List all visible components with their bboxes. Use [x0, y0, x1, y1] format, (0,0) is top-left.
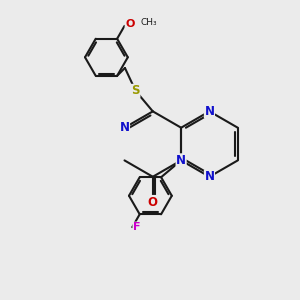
Text: N: N [204, 170, 214, 183]
Text: N: N [119, 121, 130, 134]
Text: N: N [176, 154, 186, 167]
Text: O: O [125, 20, 135, 29]
Text: CH₃: CH₃ [141, 18, 158, 27]
Text: N: N [204, 105, 214, 118]
Text: F: F [133, 222, 140, 232]
Text: O: O [148, 196, 158, 208]
Text: S: S [131, 84, 140, 98]
